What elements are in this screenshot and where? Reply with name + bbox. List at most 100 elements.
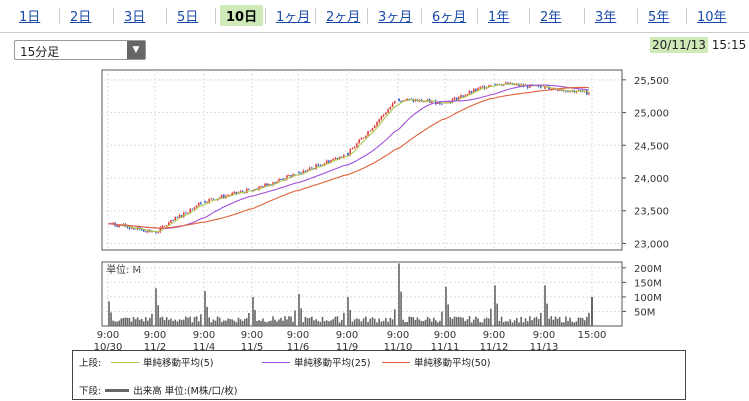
price-candle (376, 122, 378, 126)
tab-7[interactable]: 2ヶ月 (326, 10, 361, 25)
price-candle (537, 85, 540, 87)
volume-bar (208, 317, 210, 326)
tab-separator (59, 8, 60, 24)
upper-label: 上段: (79, 358, 102, 369)
price-candle (373, 125, 376, 129)
volume-bar (494, 285, 496, 326)
tab-3[interactable]: 3日 (124, 10, 146, 25)
price-candle (424, 101, 427, 103)
tab-12[interactable]: 3年 (595, 10, 617, 25)
volume-bar (157, 305, 159, 326)
price-candle (231, 193, 233, 196)
volume-bar (522, 322, 525, 326)
tab-10[interactable]: 1年 (488, 10, 510, 25)
price-candle (398, 98, 400, 102)
price-candle (462, 95, 464, 97)
price-candle (304, 170, 307, 172)
volume-bar (266, 322, 268, 326)
volume-bar (351, 321, 354, 326)
price-candle (233, 191, 236, 194)
volume-bar (490, 308, 492, 326)
price-ytick-label: 23,000 (634, 239, 669, 250)
price-candle (382, 114, 385, 117)
price-candle (276, 181, 278, 184)
volume-bar (264, 321, 266, 326)
volume-bar (178, 319, 181, 326)
volume-bar (412, 317, 415, 326)
price-candle (302, 170, 305, 174)
tab-11[interactable]: 2年 (540, 10, 562, 25)
tab-1[interactable]: 1日 (19, 10, 41, 25)
interval-select[interactable]: 15分足 ▼ (14, 40, 146, 60)
volume-bar (573, 322, 576, 326)
tab-6[interactable]: 1ヶ月 (276, 10, 311, 25)
price-candle (472, 89, 475, 93)
tab-8[interactable]: 3ヶ月 (378, 10, 413, 25)
price-candle (195, 205, 198, 208)
volume-bar (308, 317, 311, 326)
tab-2[interactable]: 2日 (70, 10, 92, 25)
tab-14[interactable]: 10年 (697, 10, 727, 25)
price-candle (479, 87, 481, 89)
volume-bar (449, 317, 452, 326)
volume-bar (323, 321, 326, 326)
volume-bar (334, 316, 337, 326)
tab-separator (686, 8, 687, 24)
volume-bar (246, 318, 248, 326)
price-candle (391, 103, 394, 107)
price-candle (496, 83, 498, 85)
price-candle (260, 186, 262, 188)
volume-bar (416, 317, 419, 326)
x-tick-time: 9:00 (387, 330, 409, 341)
price-candle (145, 231, 147, 233)
volume-bar (575, 321, 578, 326)
tab-separator (265, 8, 266, 24)
volume-bar (430, 321, 433, 326)
price-candle (556, 89, 559, 91)
price-candle (414, 99, 417, 102)
volume-bar (529, 316, 531, 326)
volume-bar (464, 321, 467, 326)
legend-sma5: 単純移動平均(5) (107, 355, 213, 369)
price-candle (163, 225, 166, 227)
x-tick-time: 9:00 (241, 330, 263, 341)
price-candle (223, 195, 225, 198)
volume-bar (579, 317, 582, 326)
volume-bar (317, 321, 320, 326)
volume-bar (483, 318, 486, 326)
price-candle (330, 160, 332, 163)
x-tick-date: 11/12 (480, 342, 509, 353)
volume-bar (195, 316, 198, 326)
volume-bar (114, 321, 116, 326)
price-candle (475, 89, 477, 91)
price-candle (193, 207, 196, 210)
tab-13[interactable]: 5年 (648, 10, 670, 25)
volume-bar (110, 312, 112, 326)
price-candle (468, 91, 471, 95)
tab-9[interactable]: 6ヶ月 (432, 10, 467, 25)
price-candle (477, 88, 479, 91)
tab-4[interactable]: 5日 (177, 10, 199, 25)
volume-bar (369, 318, 372, 326)
price-candle (560, 90, 563, 92)
x-tick-date: 11/10 (384, 342, 413, 353)
price-candle (157, 231, 159, 233)
price-candle (191, 209, 194, 210)
price-candle (544, 86, 546, 89)
volume-bar (294, 310, 296, 326)
volume-bar (210, 322, 213, 326)
price-candle (453, 97, 456, 100)
price-candle (142, 229, 145, 232)
legend-sma50: 単純移動平均(50) (378, 355, 491, 369)
volume-bar (398, 263, 400, 326)
price-candle (422, 101, 425, 103)
price-candle (430, 100, 433, 103)
volume-bar (408, 316, 411, 326)
volume-bar (241, 320, 244, 326)
legend-sma25-line (262, 362, 290, 363)
price-candle (466, 94, 469, 96)
volume-bar (496, 303, 498, 326)
price-candle (210, 198, 213, 200)
volume-bar (155, 288, 157, 326)
tab-5[interactable]: 10日 (220, 5, 264, 26)
